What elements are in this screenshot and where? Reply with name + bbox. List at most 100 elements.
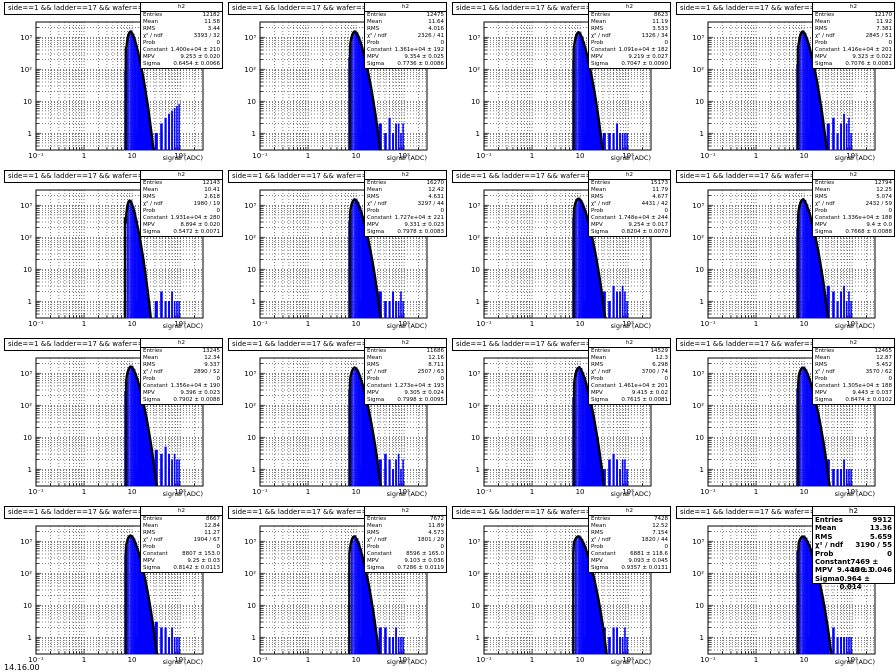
x-tick-label: 10⁻¹: [252, 152, 268, 160]
histogram-tail-bar: [164, 117, 167, 151]
x-tick-label: 10: [352, 656, 361, 664]
y-tick-label: 10²: [468, 234, 480, 242]
stats-value: 9.354 ± 0.025: [404, 54, 444, 60]
histogram-tail-bar: [850, 301, 852, 319]
stats-value: 0.7286 ± 0.0119: [397, 565, 444, 571]
histogram-title: side==1 && ladder==17 && wafer==15: [452, 506, 605, 519]
stats-key: χ² / ndf: [815, 201, 835, 207]
stats-value: 12475: [426, 12, 445, 18]
stats-value: 11.64: [428, 19, 444, 25]
histogram-title: side==1 && ladder==17 && wafer==3: [452, 2, 601, 15]
stats-key: Constant: [367, 215, 392, 221]
stats-row: Sigma 0.7902 ± 0.0088: [141, 397, 222, 404]
stats-row: Sigma 0.7978 ± 0.0083: [365, 229, 446, 236]
stats-key: χ² / ndf: [591, 201, 611, 207]
stats-box: h2 Entries 13245 Mean 12.34 RMS 9.337 χ² / ndf 2…: [140, 338, 223, 405]
stats-box: h2 Entries 8667 Mean 12.84 RMS 11.27 χ² / ndf 19…: [140, 506, 223, 573]
x-axis-label: signal (ADC): [835, 322, 875, 330]
stats-key: Mean: [591, 19, 606, 25]
x-tick-label: 1: [306, 488, 310, 496]
stats-box: h2 Entries 16270 Mean 12.42 RMS 4.631 χ² / ndf 3…: [364, 170, 447, 237]
stats-row: Entries 12170: [813, 12, 894, 19]
stats-row: χ² / ndf 1801 / 29: [365, 537, 446, 544]
stats-key: Entries: [143, 180, 163, 186]
histogram-tail-bar: [843, 459, 845, 487]
histogram-title: side==1 && ladder==17 && wafer==8: [676, 170, 825, 183]
y-tick-label: 1: [252, 634, 256, 642]
x-tick-label: 1: [82, 152, 86, 160]
y-tick-label: 10: [247, 98, 256, 106]
stats-value: 0.7668 ± 0.0088: [845, 229, 892, 235]
stats-key: Prob: [815, 549, 834, 558]
stats-row: Prob 0: [589, 376, 670, 383]
stats-key: Entries: [591, 12, 611, 18]
histogram-pad: 10⁻¹ 1 10 10² 1 10 10² 10³ signal (ADC) side==1 &…: [672, 0, 896, 168]
stats-hist-name: h2: [365, 171, 446, 180]
stats-value: 1326 / 34: [641, 33, 668, 39]
stats-key: Prob: [815, 376, 828, 382]
stats-row: MPV 9.253 ± 0.020: [141, 54, 222, 61]
stats-value: 0.5472 ± 0.0071: [173, 229, 220, 235]
stats-value: 0: [440, 376, 445, 382]
stats-value: 9.093 ± 0.045: [628, 558, 668, 564]
y-tick-label: 10²: [20, 402, 32, 410]
stats-key: Mean: [815, 19, 830, 25]
stats-row: Sigma 0.8474 ± 0.0102: [813, 397, 894, 404]
histogram-tail-bar: [168, 301, 171, 319]
stats-hist-name: h2: [589, 3, 670, 12]
y-tick-label: 10³: [244, 370, 256, 378]
y-tick-label: 10²: [692, 570, 704, 578]
histogram-tail-bar: [843, 637, 845, 655]
stats-hist-name: h2: [141, 3, 222, 12]
histogram-tail-bar: [832, 469, 835, 487]
stats-row: Prob 0: [813, 376, 894, 383]
histogram-tail-bar: [619, 291, 621, 319]
histogram-tail-bar: [171, 291, 173, 319]
y-tick-label: 10³: [244, 202, 256, 210]
stats-row: MPV 9.415 ± 0.02: [589, 390, 670, 397]
histogram-pad: 10⁻¹ 1 10 10² 1 10 10² 10³ signal (ADC) side==1 &…: [224, 168, 448, 336]
histogram-tail-bar: [178, 459, 180, 487]
stats-box: h2 Entries 12475 Mean 11.64 RMS 4.016 χ² / ndf 2…: [364, 2, 447, 69]
y-tick-label: 10³: [468, 370, 480, 378]
stats-key: Sigma: [815, 574, 840, 583]
stats-value: 0.964 ± 0.014: [839, 574, 870, 592]
x-tick-label: 10: [576, 488, 585, 496]
stats-value: 13245: [202, 348, 221, 354]
histogram-tail-bar: [168, 637, 171, 655]
x-axis-label: signal (ADC): [163, 322, 203, 330]
stats-hist-name: h2: [589, 339, 670, 348]
stats-key: Constant: [367, 383, 392, 389]
stats-box: h2 Entries 12794 Mean 12.25 RMS 5.074 χ² / ndf 2…: [812, 170, 895, 237]
stats-row: RMS 4.573: [365, 530, 446, 537]
histogram-tail-bar: [176, 637, 178, 655]
stats-key: Sigma: [815, 229, 833, 235]
stats-hist-name: h2: [813, 171, 894, 180]
x-tick-label: 10: [800, 488, 809, 496]
x-axis-label: signal (ADC): [163, 658, 203, 666]
stats-value: 0: [887, 549, 892, 558]
x-tick-label: 10²: [622, 656, 634, 664]
stats-key: RMS: [815, 532, 833, 541]
stats-key: MPV: [815, 566, 833, 575]
stats-key: MPV: [367, 222, 379, 228]
stats-row: MPV 9.331 ± 0.023: [365, 222, 446, 229]
x-tick-label: 10²: [398, 488, 410, 496]
stats-value: 1.416e+04 ± 201: [842, 47, 892, 53]
stats-row: MPV 9.25 ± 0.03: [141, 558, 222, 565]
stats-hist-name: h2: [365, 507, 446, 516]
stats-row: Constant 1.091e+04 ± 182: [589, 47, 670, 54]
x-tick-label: 10⁻¹: [252, 488, 268, 496]
stats-key: χ² / ndf: [591, 369, 611, 375]
stats-row: Prob 0: [141, 544, 222, 551]
stats-value: 3.44: [207, 26, 220, 32]
y-tick-label: 1: [700, 634, 704, 642]
stats-row: Sigma 0.6454 ± 0.0066: [141, 61, 222, 68]
y-tick-label: 10²: [20, 234, 32, 242]
stats-key: MPV: [143, 390, 155, 396]
stats-value: 0.9357 ± 0.0131: [621, 565, 668, 571]
stats-value: 0: [216, 40, 221, 46]
stats-row: Entries 13245: [141, 348, 222, 355]
stats-key: RMS: [815, 362, 828, 368]
stats-value: 1.727e+04 ± 221: [394, 215, 444, 221]
